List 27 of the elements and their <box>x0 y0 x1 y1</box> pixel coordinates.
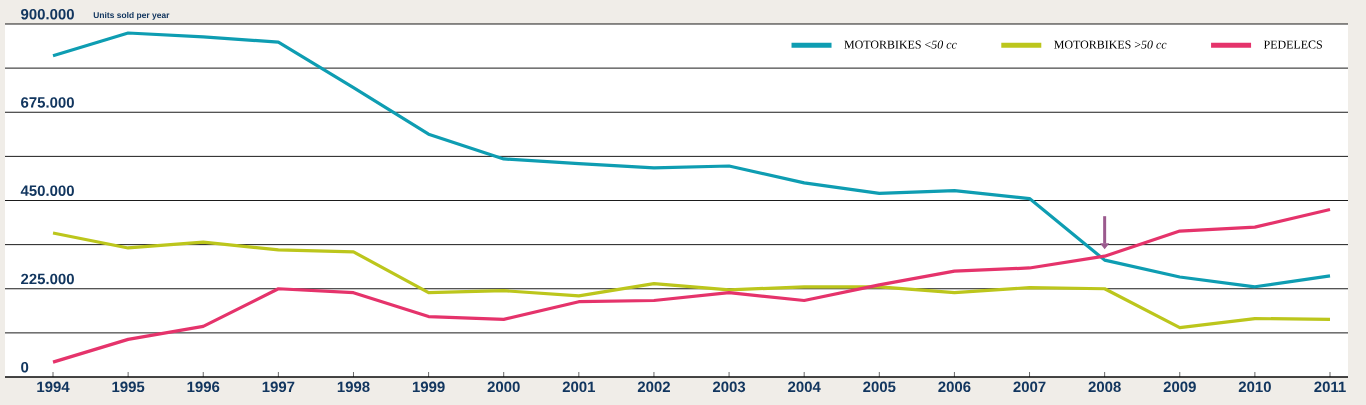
x-tick-label: 2006 <box>938 381 971 393</box>
legend-label: MOTORBIKES >50 cc <box>1054 40 1167 49</box>
y-tick-label: 450.000 <box>20 185 74 196</box>
x-tick-label: 1998 <box>337 381 370 393</box>
x-tick-label: 1996 <box>187 381 220 393</box>
x-tick-label: 2010 <box>1238 381 1271 393</box>
y-axis-title: Units sold per year <box>93 11 170 20</box>
x-tick-label: 1999 <box>412 381 445 393</box>
y-tick-label: 0 <box>21 361 29 373</box>
x-tick-label: 2009 <box>1163 381 1196 393</box>
y-tick-label: 675.000 <box>21 97 74 108</box>
x-tick-label: 2001 <box>562 381 596 393</box>
x-tick-label: 2008 <box>1088 381 1121 393</box>
x-tick-label: 2007 <box>1013 381 1046 393</box>
x-tick-label: 2011 <box>1314 381 1346 393</box>
x-tick-label: 2002 <box>637 381 670 393</box>
x-tick-label: 1994 <box>37 381 70 393</box>
x-tick-label: 1995 <box>112 381 145 393</box>
x-tick-label: 1997 <box>262 381 295 393</box>
legend-label: PEDELECS <box>1263 40 1322 49</box>
legend-label: MOTORBIKES <50 cc <box>844 40 957 49</box>
x-tick-label: 2003 <box>712 381 746 393</box>
y-tick-label: 225.000 <box>21 273 74 285</box>
y-tick-label: 900.000 <box>21 8 74 20</box>
x-tick-label: 2005 <box>863 381 896 393</box>
x-tick-label: 2000 <box>487 381 520 393</box>
x-tick-label: 2004 <box>788 381 821 393</box>
